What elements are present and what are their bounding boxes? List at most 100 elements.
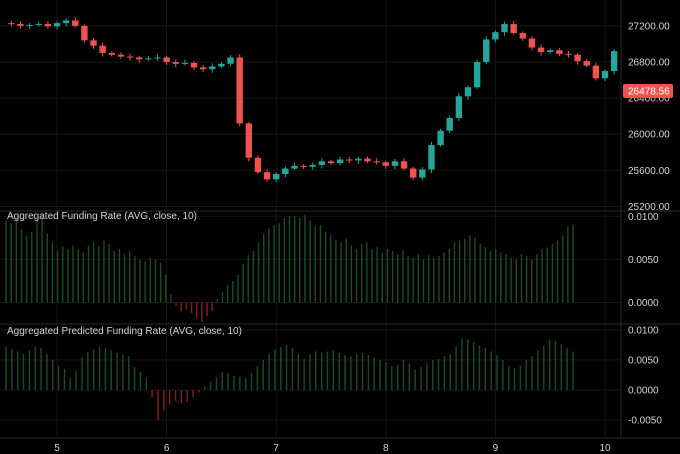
bullish-candle — [464, 85, 472, 100]
bullish-candle — [336, 157, 344, 166]
funding-axis-tick-label: 0.0000 — [628, 298, 659, 309]
candle-body — [145, 58, 152, 60]
funding-axis-tick-label: 0.0050 — [628, 255, 659, 266]
bullish-candle — [601, 69, 609, 82]
candle-body — [245, 123, 252, 158]
candle-body — [218, 63, 225, 67]
bearish-candle — [245, 121, 252, 162]
candle-body — [556, 50, 563, 54]
bearish-candle — [364, 156, 371, 163]
bullish-candle — [62, 18, 70, 27]
last-price-tag-background — [623, 84, 673, 99]
candle-body — [163, 57, 170, 62]
candle-body — [565, 53, 572, 55]
candle-body — [547, 50, 554, 53]
predicted-funding-rate-bars — [5, 338, 574, 421]
bullish-candle — [446, 115, 453, 133]
candle-body — [519, 33, 526, 39]
candle-body — [428, 145, 435, 170]
bearish-candle — [410, 166, 417, 180]
candle-body — [273, 173, 280, 180]
bearish-candle — [346, 156, 353, 164]
candle-body — [455, 96, 463, 118]
bearish-candle — [592, 62, 600, 81]
candle-body — [419, 169, 426, 178]
candle-body — [108, 52, 115, 55]
candle-body — [44, 24, 52, 27]
predicted-axis-tick-label: 0.0050 — [628, 355, 659, 366]
bullish-candle — [35, 21, 42, 27]
bullish-candle — [492, 30, 499, 43]
bullish-candle — [391, 158, 399, 170]
bearish-candle — [190, 61, 198, 70]
candle-body — [574, 54, 581, 62]
bearish-candle — [72, 17, 79, 28]
time-tick-label: 9 — [493, 443, 499, 454]
predicted-axis-tick-label: -0.0050 — [628, 416, 662, 427]
candle-body — [583, 61, 590, 66]
candle-body — [464, 87, 472, 97]
candle-body — [17, 24, 24, 26]
bearish-candle — [510, 20, 517, 35]
candle-body — [382, 162, 389, 166]
bullish-candle — [437, 129, 444, 147]
bullish-candle — [227, 55, 234, 67]
price-tick-label: 26800.00 — [628, 57, 670, 68]
bearish-candle — [565, 50, 572, 58]
candle-body — [35, 24, 42, 26]
bearish-candle — [528, 36, 536, 51]
candle-body — [373, 161, 380, 163]
candle-body — [510, 24, 517, 34]
bearish-candle — [17, 20, 24, 29]
bearish-candle — [99, 42, 106, 57]
bearish-candle — [44, 20, 52, 29]
bullish-candle — [181, 59, 189, 66]
price-tick-label: 26400.00 — [628, 94, 670, 105]
candle-body — [282, 168, 289, 174]
time-tick-label: 5 — [54, 443, 60, 454]
candle-body — [236, 57, 243, 124]
candle-body — [528, 38, 536, 48]
candle-body — [446, 117, 453, 131]
bearish-candle — [400, 158, 408, 171]
bearish-candle — [519, 31, 526, 41]
candle-body — [209, 66, 216, 70]
bullish-candle — [53, 21, 61, 30]
time-tick-label: 10 — [599, 443, 611, 454]
candle-body — [199, 67, 207, 70]
candle-body — [181, 62, 189, 64]
candle-body — [90, 40, 97, 46]
bearish-candle — [574, 53, 581, 65]
candle-body — [437, 130, 444, 146]
bullish-candle — [318, 158, 326, 169]
bearish-candle — [556, 47, 563, 57]
bullish-candle — [218, 62, 225, 69]
funding-rate-title: Aggregated Funding Rate (AVG, close, 10) — [7, 211, 197, 222]
bearish-candle — [136, 55, 143, 63]
candle-body — [346, 159, 353, 161]
candle-body — [99, 45, 106, 53]
candle-body — [172, 61, 179, 64]
candle-body — [72, 20, 79, 26]
bullish-candle — [291, 162, 298, 171]
candle-body — [126, 56, 134, 58]
bearish-candle — [81, 24, 88, 43]
bearish-candle — [163, 55, 170, 65]
bullish-candle — [355, 156, 362, 164]
bearish-candle — [583, 58, 590, 68]
candle-body — [300, 165, 307, 167]
funding-axis-tick-label: 0.0100 — [628, 212, 659, 223]
bearish-candle — [172, 59, 179, 68]
price-tick-label: 25200.00 — [628, 202, 670, 213]
candle-body — [473, 61, 481, 88]
time-tick-label: 8 — [383, 443, 389, 454]
candle-body — [227, 57, 234, 64]
bearish-candle — [8, 20, 15, 27]
candle-body — [483, 39, 490, 62]
bullish-candle — [483, 36, 490, 65]
candle-body — [336, 159, 344, 164]
bullish-candle — [26, 23, 33, 30]
bearish-candle — [537, 44, 545, 56]
